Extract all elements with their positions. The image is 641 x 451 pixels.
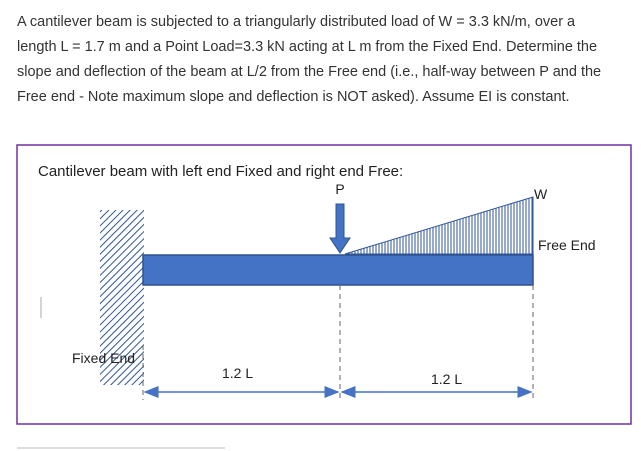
distributed-load-label: W xyxy=(534,186,548,202)
dimension-guides xyxy=(142,285,534,400)
point-load-label: P xyxy=(335,181,344,197)
point-load-arrow xyxy=(329,203,351,254)
beam xyxy=(142,254,534,286)
fixed-end-label: Fixed End xyxy=(72,350,135,366)
question-line: Free end - Note maximum slope and deflec… xyxy=(17,89,570,105)
question-line: length L = 1.7 m and a Point Load=3.3 kN… xyxy=(17,39,598,55)
figure-caption: Cantilever beam with left end Fixed and … xyxy=(38,163,403,180)
question-line: A cantilever beam is subjected to a tria… xyxy=(17,14,576,30)
span-left-label: 1.2 L xyxy=(222,365,253,381)
figure-frame xyxy=(16,144,632,425)
question-line: slope and deflection of the beam at L/2 … xyxy=(17,64,602,80)
fixed-support xyxy=(100,210,144,385)
span-right-label: 1.2 L xyxy=(431,371,462,387)
distributed-load xyxy=(344,196,534,255)
free-end-label: Free End xyxy=(538,237,596,253)
